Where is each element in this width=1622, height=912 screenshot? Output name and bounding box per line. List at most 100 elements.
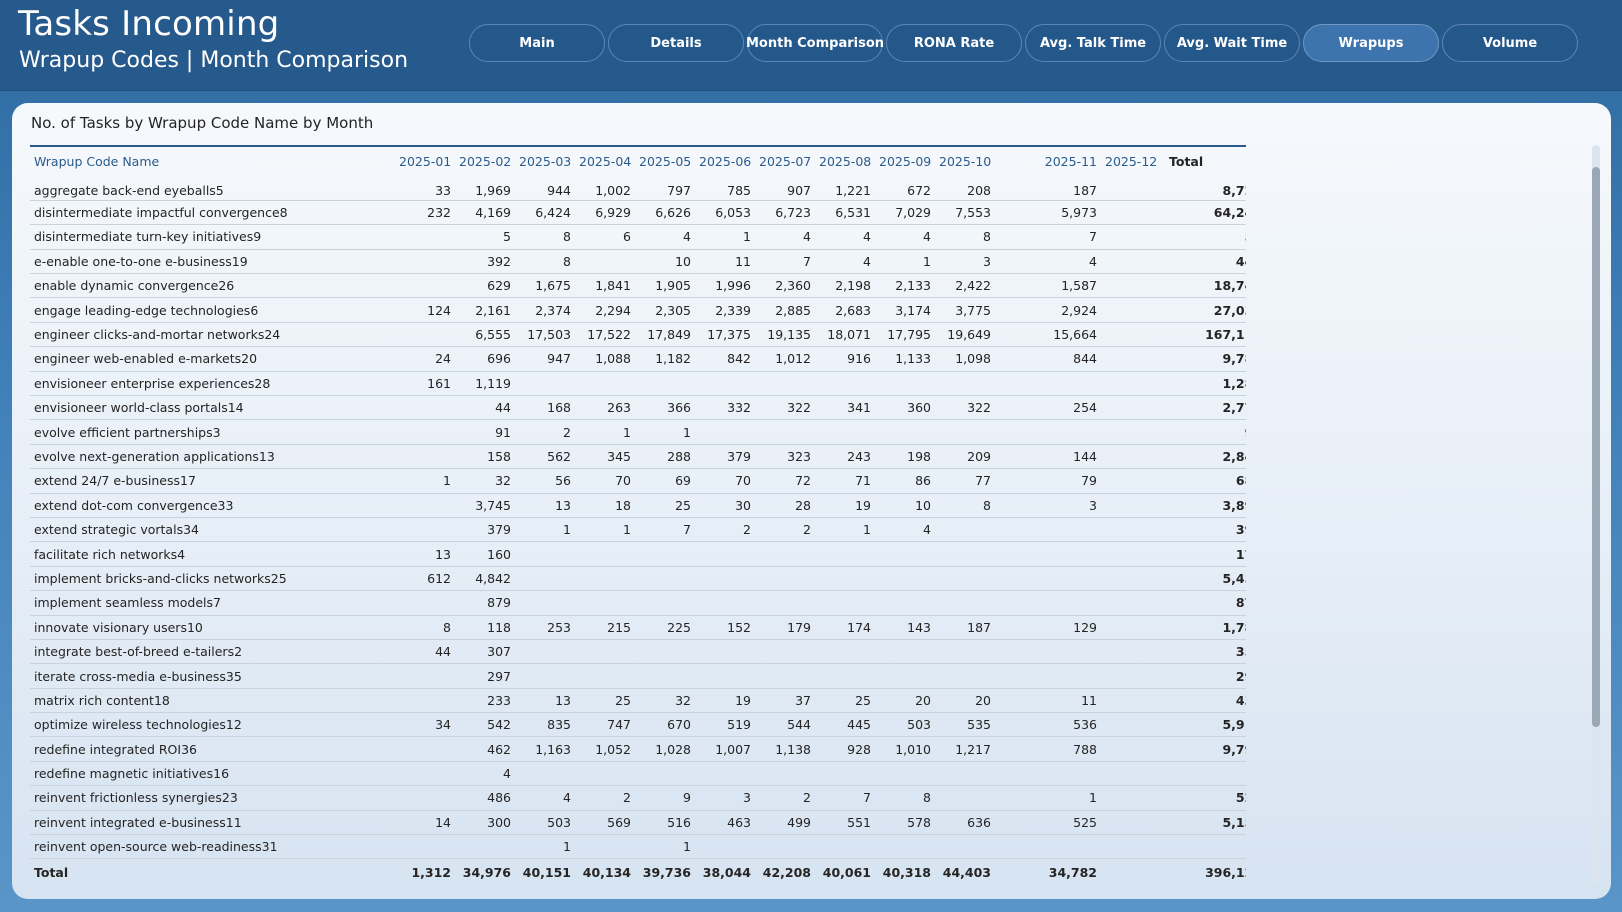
table-row[interactable]: engineer clicks-and-mortar networks24 6,5…	[30, 322, 1246, 347]
row-total-cell: 8,725	[1222, 183, 1246, 199]
table-row[interactable]: redefine integrated ROI36 462 1,163 1,052 1,…	[30, 737, 1246, 762]
month-value-cell	[395, 664, 455, 688]
column-header-month[interactable]: 2025-10	[939, 154, 992, 169]
table-row[interactable]: evolve efficient partnerships3 91 2 1 1 95	[30, 420, 1246, 445]
month-value-cell	[635, 664, 695, 688]
month-value-cell	[575, 249, 635, 273]
row-total-cell: 5,910	[1222, 717, 1246, 733]
month-value-cell: 56	[555, 473, 571, 489]
nav-button-details[interactable]: Details	[608, 24, 744, 62]
month-value-cell: 1	[1089, 790, 1097, 806]
table-row[interactable]: reinvent open-source web-readiness31 1 1 2	[30, 835, 1246, 859]
table-row[interactable]: reinvent integrated e-business11 14 300 503…	[30, 810, 1246, 835]
nav-button-wrapups[interactable]: Wrapups	[1303, 24, 1439, 62]
month-value-cell: 519	[727, 717, 751, 733]
column-header-total[interactable]: Total	[1169, 154, 1204, 169]
column-header-month[interactable]: 2025-05	[639, 154, 692, 169]
table-row[interactable]: e-enable one-to-one e-business19 392 8 10 11…	[30, 249, 1246, 274]
table-row[interactable]: implement bricks-and-clicks networks25 61…	[30, 566, 1246, 591]
month-value-cell	[1101, 761, 1161, 785]
month-value-cell: 4	[863, 253, 871, 269]
month-value-cell: 2,161	[475, 302, 511, 318]
table-row[interactable]: aggregate back-end eyeballs5 33 1,969 944 1,…	[30, 176, 1246, 201]
month-value-cell: 19,135	[767, 327, 811, 343]
column-header-month[interactable]: 2025-08	[819, 154, 872, 169]
nav-button-month-comparison[interactable]: Month Comparison	[746, 24, 884, 62]
nav-button-main[interactable]: Main	[469, 24, 605, 62]
table-row[interactable]: extend dot-com convergence33 3,745 13 18 25 3…	[30, 493, 1246, 518]
column-header-month[interactable]: 2025-06	[699, 154, 752, 169]
grand-total-cell: 396,125	[1205, 864, 1246, 880]
month-value-cell: 72	[795, 473, 811, 489]
nav-button-avg-talk-time[interactable]: Avg. Talk Time	[1025, 24, 1161, 62]
wrapup-code-name-cell: disintermediate turn-key initiatives9	[34, 229, 262, 245]
table-row[interactable]: optimize wireless technologies12 34 542 835…	[30, 713, 1246, 737]
month-value-cell: 17,849	[647, 327, 691, 343]
month-value-cell: 4	[563, 790, 571, 806]
month-value-cell	[995, 591, 1101, 615]
column-header-month[interactable]: 2025-02	[459, 154, 512, 169]
month-value-cell: 44	[495, 400, 511, 416]
table-row[interactable]: extend 24/7 e-business17 1 32 56 70 69 70 72 71 8…	[30, 469, 1246, 494]
column-header-month[interactable]: 2025-12	[1105, 154, 1158, 169]
month-value-cell: 503	[547, 814, 571, 830]
row-total-cell: 522	[1235, 790, 1246, 806]
month-value-cell: 345	[607, 448, 631, 464]
table-row[interactable]: innovate visionary users10 8 118 253 215 225 1…	[30, 615, 1246, 640]
table-row[interactable]: engineer web-enabled e-markets20 24 696 947…	[30, 347, 1246, 372]
month-value-cell: 160	[487, 546, 511, 562]
row-total-cell: 3,899	[1222, 497, 1246, 513]
month-value-cell	[395, 396, 455, 420]
table-row[interactable]: reinvent frictionless synergies23 486 4 2 9 3…	[30, 786, 1246, 811]
month-value-cell	[395, 322, 455, 346]
row-total-cell: 351	[1235, 644, 1246, 660]
month-value-cell: 17,375	[707, 327, 751, 343]
table-row[interactable]: envisioneer enterprise experiences28 161 1…	[30, 371, 1246, 396]
month-value-cell	[1101, 200, 1161, 224]
table-row[interactable]: implement seamless models7 879 879	[30, 591, 1246, 616]
nav-button-rona-rate[interactable]: RONA Rate	[886, 24, 1022, 62]
month-value-cell: 844	[1073, 351, 1097, 367]
month-value-cell: 879	[487, 595, 511, 611]
table-row[interactable]: engage leading-edge technologies6 124 2,16…	[30, 298, 1246, 323]
table-row[interactable]: evolve next-generation applications13 158…	[30, 444, 1246, 469]
month-value-cell: 1,012	[775, 351, 811, 367]
month-value-cell	[575, 542, 635, 566]
scrollbar-thumb[interactable]	[1592, 167, 1600, 727]
table-total-row: Total 1,312 34,976 40,151 40,134 39,736 38,044…	[30, 859, 1246, 885]
column-header-month[interactable]: 2025-07	[759, 154, 812, 169]
table-row[interactable]: disintermediate impactful convergence8 23…	[30, 200, 1246, 225]
month-value-cell	[875, 639, 935, 663]
table-row[interactable]: redefine magnetic initiatives16 4 4	[30, 761, 1246, 786]
month-value-cell: 25	[615, 692, 631, 708]
table-row[interactable]: iterate cross-media e-business35 297 297	[30, 664, 1246, 689]
month-value-cell: 1,119	[475, 375, 511, 391]
table-row[interactable]: disintermediate turn-key initiatives9 5 8 6…	[30, 225, 1246, 250]
nav-button-avg-wait-time[interactable]: Avg. Wait Time	[1164, 24, 1300, 62]
month-value-cell: 341	[847, 400, 871, 416]
month-value-cell: 322	[787, 400, 811, 416]
table-row[interactable]: enable dynamic convergence26 629 1,675 1,84…	[30, 274, 1246, 298]
month-value-cell: 19	[735, 692, 751, 708]
month-value-cell	[395, 591, 455, 615]
month-total-cell: 42,208	[762, 864, 811, 880]
column-header-month[interactable]: 2025-09	[879, 154, 932, 169]
month-value-cell	[695, 664, 755, 688]
column-header-month[interactable]: 2025-03	[519, 154, 572, 169]
table-row[interactable]: extend strategic vortals34 379 1 1 7 2 2 1 4 397	[30, 517, 1246, 542]
vertical-scrollbar[interactable]	[1592, 145, 1600, 885]
column-header-month[interactable]: 2025-04	[579, 154, 632, 169]
month-value-cell: 7	[683, 522, 691, 538]
column-header-wrapup-code-name[interactable]: Wrapup Code Name	[34, 154, 160, 169]
table-row[interactable]: envisioneer world-class portals14 44 168 26…	[30, 396, 1246, 420]
table-row[interactable]: integrate best-of-breed e-tailers2 44 307 3…	[30, 639, 1246, 664]
month-value-cell: 551	[847, 814, 871, 830]
nav-button-volume[interactable]: Volume	[1442, 24, 1578, 62]
wrapup-code-name-cell: redefine magnetic initiatives16	[34, 766, 230, 782]
table-row[interactable]: facilitate rich networks4 13 160 173	[30, 542, 1246, 567]
month-value-cell	[875, 566, 935, 590]
column-header-month[interactable]: 2025-01	[399, 154, 452, 169]
column-header-month[interactable]: 2025-11	[1044, 154, 1097, 169]
row-total-cell: 4	[1161, 761, 1246, 785]
table-row[interactable]: matrix rich content18 233 13 25 32 19 37 25 20 20…	[30, 688, 1246, 713]
